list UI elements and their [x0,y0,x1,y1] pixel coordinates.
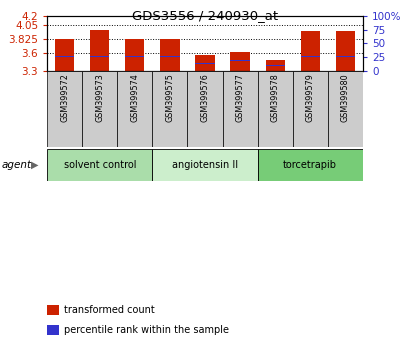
Text: GDS3556 / 240930_at: GDS3556 / 240930_at [132,9,277,22]
Bar [335,32,354,71]
Bar [55,39,74,71]
Bar [195,55,214,71]
Bar [195,63,214,64]
Bar [152,149,257,181]
Bar [265,60,284,71]
Bar [47,149,152,181]
Bar [117,71,152,147]
Bar [55,56,74,57]
Bar [82,71,117,147]
Bar [257,71,292,147]
Text: GSM399578: GSM399578 [270,73,279,122]
Text: percentile rank within the sample: percentile rank within the sample [63,325,228,335]
Bar [222,71,257,147]
Bar [292,71,327,147]
Bar [265,65,284,66]
Text: GSM399576: GSM399576 [200,73,209,122]
Text: angiotensin II: angiotensin II [171,160,238,170]
Text: GSM399580: GSM399580 [340,73,349,122]
Bar [47,71,82,147]
Text: GSM399572: GSM399572 [60,73,69,122]
Text: GSM399577: GSM399577 [235,73,244,122]
Text: agent: agent [2,160,32,170]
Bar [300,56,319,57]
Bar [90,30,109,71]
Bar [160,39,179,71]
Bar [125,39,144,71]
Text: GSM399575: GSM399575 [165,73,174,122]
Text: ▶: ▶ [31,160,38,170]
Bar [125,56,144,57]
Text: transformed count: transformed count [63,305,154,315]
Bar [230,60,249,61]
Bar [327,71,362,147]
Bar [187,71,222,147]
Bar [160,56,179,57]
Text: GSM399573: GSM399573 [95,73,104,122]
Bar [257,149,362,181]
Text: solvent control: solvent control [63,160,136,170]
Bar [90,56,109,57]
Bar [335,56,354,57]
Bar [300,31,319,71]
Text: GSM399574: GSM399574 [130,73,139,122]
Text: torcetrapib: torcetrapib [283,160,337,170]
Bar [230,52,249,71]
Text: GSM399579: GSM399579 [305,73,314,122]
Bar [152,71,187,147]
